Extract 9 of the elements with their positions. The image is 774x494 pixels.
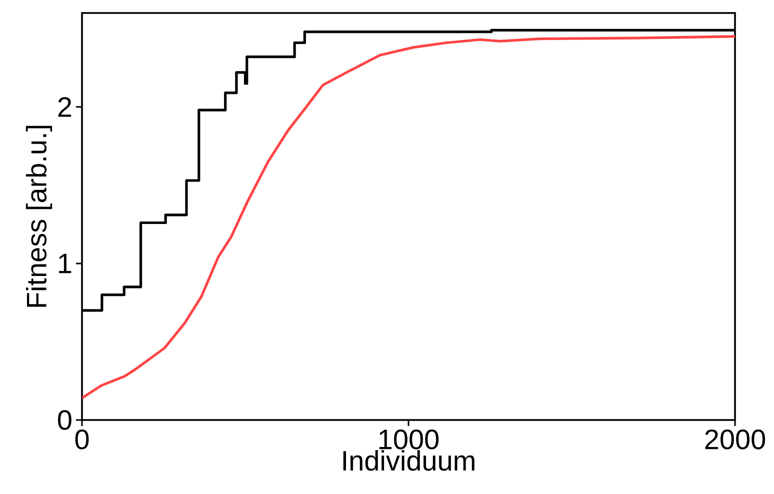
line-series <box>82 35 736 400</box>
x-tick-label: 0 <box>75 430 89 450</box>
y-tick-label: 0 <box>58 410 72 430</box>
x-axis-title: Individuum <box>343 450 474 471</box>
y-tick-label: 1 <box>59 254 72 274</box>
x-tick-label: 2000 <box>705 430 766 450</box>
x-tick-label: 1000 <box>380 430 439 450</box>
y-axis-title: Fitness [arb.u.] <box>26 126 52 307</box>
y-tick-label: 2 <box>58 97 72 117</box>
